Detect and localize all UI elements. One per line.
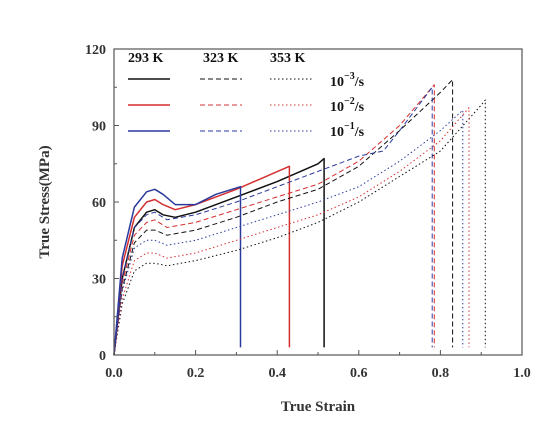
ticks-layer: 0.0 0.2 0.4 0.6 0.8 1.0 0 30 60 90 120 <box>85 43 531 381</box>
series-line-353k-10-2 <box>113 107 470 356</box>
legend-rate-1e-1-base: 10 <box>330 125 344 140</box>
legend-rate-1e-1-unit: /s <box>354 125 365 140</box>
legend-rate-1e-3-base: 10 <box>330 75 344 90</box>
series-line-353k-10-3 <box>113 99 486 356</box>
y-tick-label: 60 <box>92 196 106 211</box>
legend-rate-1e-2-exp: −2 <box>344 96 355 107</box>
x-tick-label: 0.4 <box>268 366 286 381</box>
legend-temp-353: 353 K <box>270 51 306 66</box>
legend-temp-323: 323 K <box>203 51 239 66</box>
y-axis-label: True Stress(MPa) <box>37 145 53 258</box>
series-line-353k-10-1 <box>113 109 464 356</box>
series-line-323k-10-1 <box>113 86 433 356</box>
x-tick-label: 0.2 <box>187 366 205 381</box>
y-tick-label: 90 <box>92 120 106 135</box>
y-tick-label: 30 <box>92 273 106 288</box>
legend-rate-1e-1: 10−1/s <box>330 121 365 140</box>
series-line-293k-10-1 <box>113 185 242 356</box>
series-layer <box>113 79 486 356</box>
legend-rate-1e-2-unit: /s <box>354 100 365 115</box>
x-tick-label: 1.0 <box>513 366 531 381</box>
legend-rate-1e-3-unit: /s <box>354 75 365 90</box>
x-axis-label: True Strain <box>281 399 356 415</box>
legend-rate-1e-2-base: 10 <box>330 100 344 115</box>
legend-rate-1e-1-exp: −1 <box>344 121 355 132</box>
y-tick-label: 120 <box>85 43 106 58</box>
plot-frame <box>113 48 523 356</box>
series-line-293k-10-2 <box>113 165 291 356</box>
y-tick-label: 0 <box>99 349 106 364</box>
legend-rate-1e-2: 10−2/s <box>330 96 365 115</box>
series-line-293k-10-3 <box>113 157 325 356</box>
x-tick-label: 0.8 <box>432 366 450 381</box>
legend: 293 K 323 K 353 K 10−3/s 10−2/s 10−1/s <box>128 51 365 140</box>
x-tick-label: 0.6 <box>350 366 368 381</box>
series-line-323k-10-3 <box>113 79 454 356</box>
x-tick-label: 0.0 <box>105 366 123 381</box>
legend-temp-293: 293 K <box>128 51 164 66</box>
legend-rate-1e-3-exp: −3 <box>344 71 355 82</box>
series-line-323k-10-2 <box>113 84 435 356</box>
legend-rate-1e-3: 10−3/s <box>330 71 365 90</box>
